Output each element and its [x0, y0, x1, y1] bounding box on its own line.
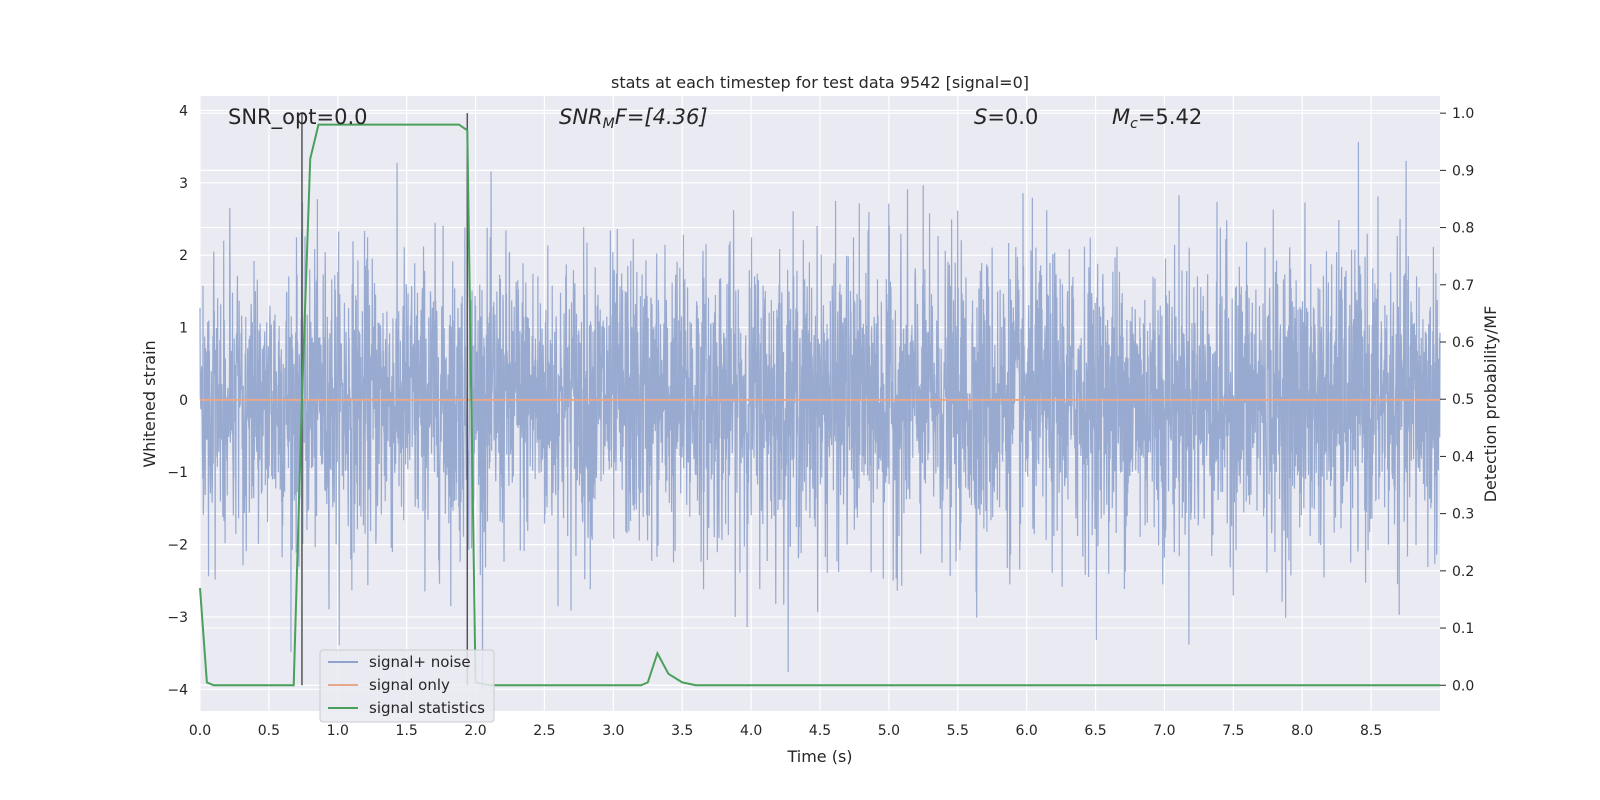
y-tick-label-right: 0.6 [1452, 335, 1474, 351]
annotation-snr-mf: SNRMF=[4.36] [559, 105, 708, 132]
series-signal-noise [199, 142, 1441, 690]
y-tick-label-right: 0.5 [1452, 392, 1474, 408]
y-axis-label-left: Whitened strain [140, 340, 159, 467]
annotation-snr-mf-main: SNR [559, 105, 603, 129]
annotation-s-value: =0.0 [987, 105, 1038, 129]
x-tick-label: 8.5 [1360, 723, 1382, 739]
y-tick-label-right: 1.0 [1452, 106, 1474, 122]
y-tick-label-right: 0.9 [1452, 163, 1474, 179]
series-line-signal-statistics [199, 123, 1440, 687]
x-axis-label: Time (s) [786, 747, 852, 766]
annotation-mc-value: =5.42 [1138, 105, 1202, 129]
y-tick-label-left: −3 [167, 610, 188, 626]
y-tick-label-right: 0.1 [1452, 621, 1474, 637]
y-tick-label-right: 0.3 [1452, 507, 1474, 523]
y-tick-label-left: 2 [179, 248, 188, 264]
x-tick-label: 3.0 [602, 723, 624, 739]
annotation-s: S=0.0 [974, 105, 1038, 129]
x-tick-label: 2.0 [464, 723, 486, 739]
x-tick-label: 0.5 [258, 723, 280, 739]
annotation-mc-main: M [1112, 105, 1130, 129]
annotation-mc: Mc=5.42 [1112, 105, 1202, 132]
annotation-snr-opt: SNR_opt=0.0 [228, 105, 368, 130]
y-tick-label-left: 1 [179, 321, 188, 337]
series-signal-statistics [199, 123, 1440, 687]
legend-label-signal-noise: signal+ noise [369, 653, 471, 671]
legend: signal+ noise signal only signal statist… [319, 649, 495, 723]
annotation-s-italic: S [974, 105, 987, 129]
y-tick-label-right: 0.4 [1452, 449, 1474, 465]
legend-box [319, 649, 495, 723]
legend-label-signal-only: signal only [369, 676, 450, 694]
series-line-signal-noise [199, 142, 1441, 690]
y-tick-label-right: 0.8 [1452, 221, 1474, 237]
x-tick-label: 2.5 [533, 723, 555, 739]
x-tick-label: 1.0 [327, 723, 349, 739]
ticks: 0.0 0.5 1.0 1.5 2.0 2.5 3.0 3.5 4.0 4.5 5.0 5.5 6.0 6… [167, 103, 1474, 739]
x-tick-label: 5.0 [878, 723, 900, 739]
x-tick-label: 6.0 [1016, 723, 1038, 739]
x-tick-label: 8.0 [1291, 723, 1313, 739]
y-tick-label-left: −4 [167, 682, 188, 698]
annotation-snr-mf-sub: M [603, 116, 615, 132]
x-tick-label: 1.5 [396, 723, 418, 739]
annotation-mc-sub: c [1130, 116, 1138, 132]
x-tick-label: 4.0 [740, 723, 762, 739]
y-tick-label-right: 0.0 [1452, 678, 1474, 694]
x-tick-label: 0.0 [189, 723, 211, 739]
x-tick-label: 7.0 [1153, 723, 1175, 739]
annotation-snr-mf-rest: F=[4.36] [615, 105, 708, 129]
x-tick-label: 4.5 [809, 723, 831, 739]
chart-title: stats at each timestep for test data 954… [611, 73, 1029, 92]
x-tick-label: 6.5 [1084, 723, 1106, 739]
y-tick-label-right: 0.7 [1452, 278, 1474, 294]
y-tick-label-left: −1 [167, 465, 188, 481]
y-tick-label-left: 0 [179, 393, 188, 409]
x-tick-label: 3.5 [671, 723, 693, 739]
legend-label-signal-statistics: signal statistics [369, 699, 485, 717]
y-tick-label-left: 4 [179, 103, 188, 119]
y-axis-label-right: Detection probability/MF [1481, 306, 1500, 503]
x-tick-label: 5.5 [947, 723, 969, 739]
y-tick-label-left: −2 [167, 538, 188, 554]
y-tick-label-right: 0.2 [1452, 564, 1474, 580]
x-tick-label: 7.5 [1222, 723, 1244, 739]
y-tick-label-left: 3 [179, 176, 188, 192]
